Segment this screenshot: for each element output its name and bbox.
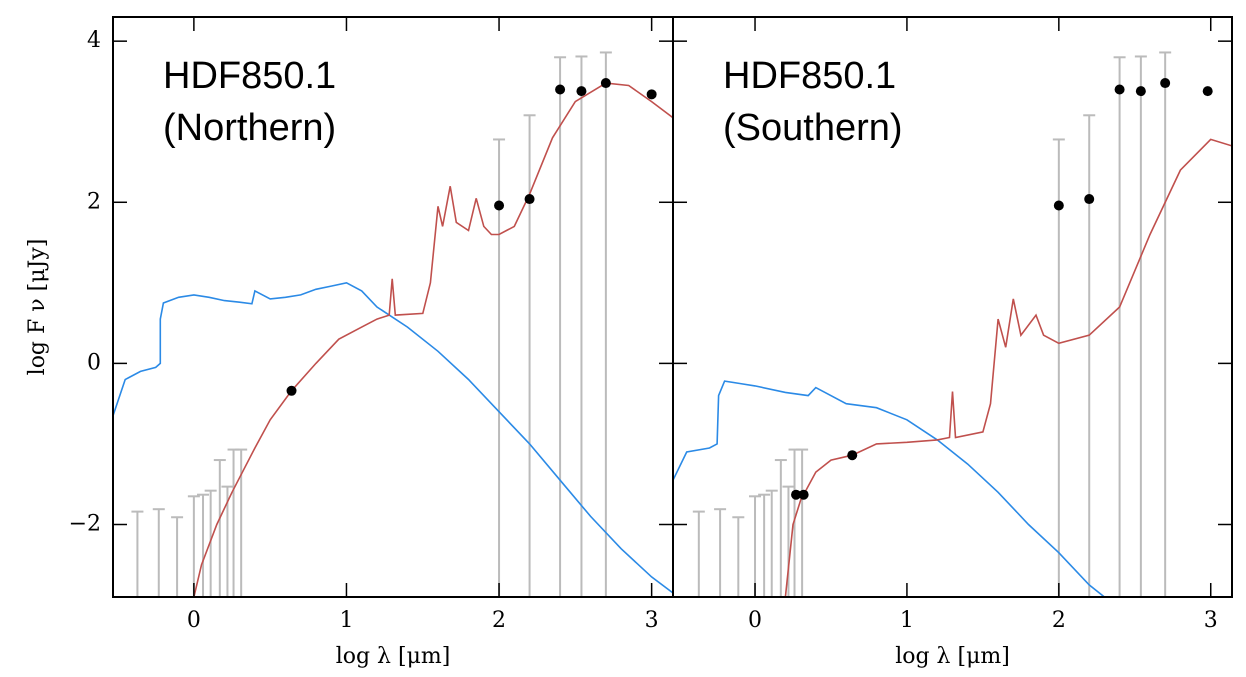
frame bbox=[672, 16, 1233, 598]
model-curve bbox=[193, 82, 673, 597]
data-point bbox=[555, 84, 566, 95]
x-axis-label: log λ [μm] bbox=[336, 644, 451, 669]
data-point bbox=[494, 200, 505, 211]
data-point bbox=[600, 78, 611, 89]
data-point bbox=[1084, 194, 1095, 205]
data-point bbox=[524, 194, 535, 205]
x-tick-label: 0 bbox=[187, 608, 201, 633]
data-point bbox=[1135, 86, 1146, 97]
plot-area bbox=[673, 51, 1232, 597]
model-curve bbox=[673, 380, 1105, 597]
model-curve bbox=[784, 138, 1232, 597]
data-point bbox=[1160, 78, 1171, 89]
x-tick-label: 3 bbox=[645, 608, 659, 633]
x-tick-label: 2 bbox=[1052, 608, 1066, 633]
data-point bbox=[286, 385, 297, 396]
y-tick-label: 0 bbox=[87, 350, 101, 375]
model-curve bbox=[113, 281, 673, 594]
data-point bbox=[791, 489, 802, 500]
data-point bbox=[1114, 84, 1125, 95]
y-axis-label: log F ν [μJy] bbox=[25, 239, 50, 376]
plot-area bbox=[113, 51, 673, 597]
data-point bbox=[847, 450, 858, 461]
data-point bbox=[646, 89, 657, 100]
y-tick-label: 2 bbox=[87, 189, 101, 214]
panel-title: HDF850.1 bbox=[723, 55, 896, 97]
data-point bbox=[1053, 200, 1064, 211]
data-point bbox=[1202, 86, 1213, 97]
x-tick-label: 0 bbox=[748, 608, 762, 633]
panel-title: (Southern) bbox=[723, 107, 903, 149]
frame bbox=[112, 16, 674, 598]
x-tick-label: 1 bbox=[900, 608, 914, 633]
x-tick-label: 2 bbox=[492, 608, 506, 633]
data-point bbox=[798, 489, 809, 500]
data-point bbox=[576, 86, 587, 97]
x-tick-label: 1 bbox=[339, 608, 353, 633]
y-tick-label: −2 bbox=[69, 512, 101, 537]
panel-title: (Northern) bbox=[163, 107, 336, 149]
x-tick-label: 3 bbox=[1204, 608, 1218, 633]
y-tick-label: 4 bbox=[87, 28, 101, 53]
x-axis-label: log λ [μm] bbox=[895, 644, 1010, 669]
panel-title: HDF850.1 bbox=[163, 55, 336, 97]
